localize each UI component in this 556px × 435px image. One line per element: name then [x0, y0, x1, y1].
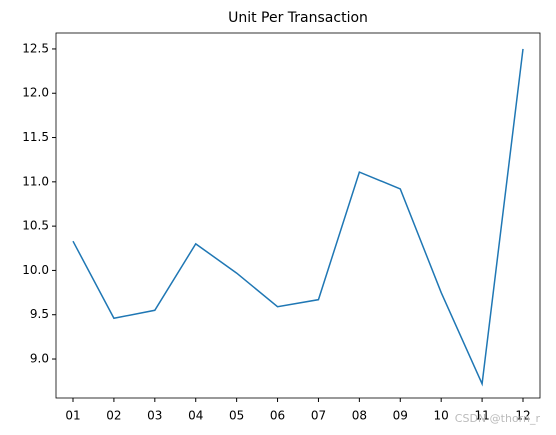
y-tick-label: 11.0 — [22, 174, 49, 188]
x-tick-label: 09 — [393, 409, 408, 423]
x-tick-label: 12 — [515, 409, 530, 423]
line-series — [72, 48, 524, 387]
chart-title: Unit Per Transaction — [228, 10, 368, 26]
x-tick-label: 05 — [229, 409, 244, 423]
x-tick-label: 06 — [270, 409, 285, 423]
x-tick-label: 10 — [434, 409, 449, 423]
plot-frame — [55, 32, 541, 399]
x-tick-label: 11 — [474, 409, 489, 423]
y-tick-label: 12.5 — [22, 41, 49, 55]
y-tick-label: 10.0 — [22, 263, 49, 277]
y-tick-label: 10.5 — [22, 219, 49, 233]
x-tick-label: 01 — [65, 409, 80, 423]
x-tick-label: 07 — [311, 409, 326, 423]
y-tick-label: 9.0 — [30, 352, 49, 366]
x-tick-label: 04 — [188, 409, 203, 423]
watermark: CSDN @thorn_r — [455, 412, 541, 425]
x-tick-label: 08 — [352, 409, 367, 423]
x-tick-label: 02 — [106, 409, 121, 423]
y-tick-label: 9.5 — [30, 307, 49, 321]
x-tick-label: 03 — [147, 409, 162, 423]
y-tick-label: 12.0 — [22, 86, 49, 100]
y-tick-label: 11.5 — [22, 130, 49, 144]
